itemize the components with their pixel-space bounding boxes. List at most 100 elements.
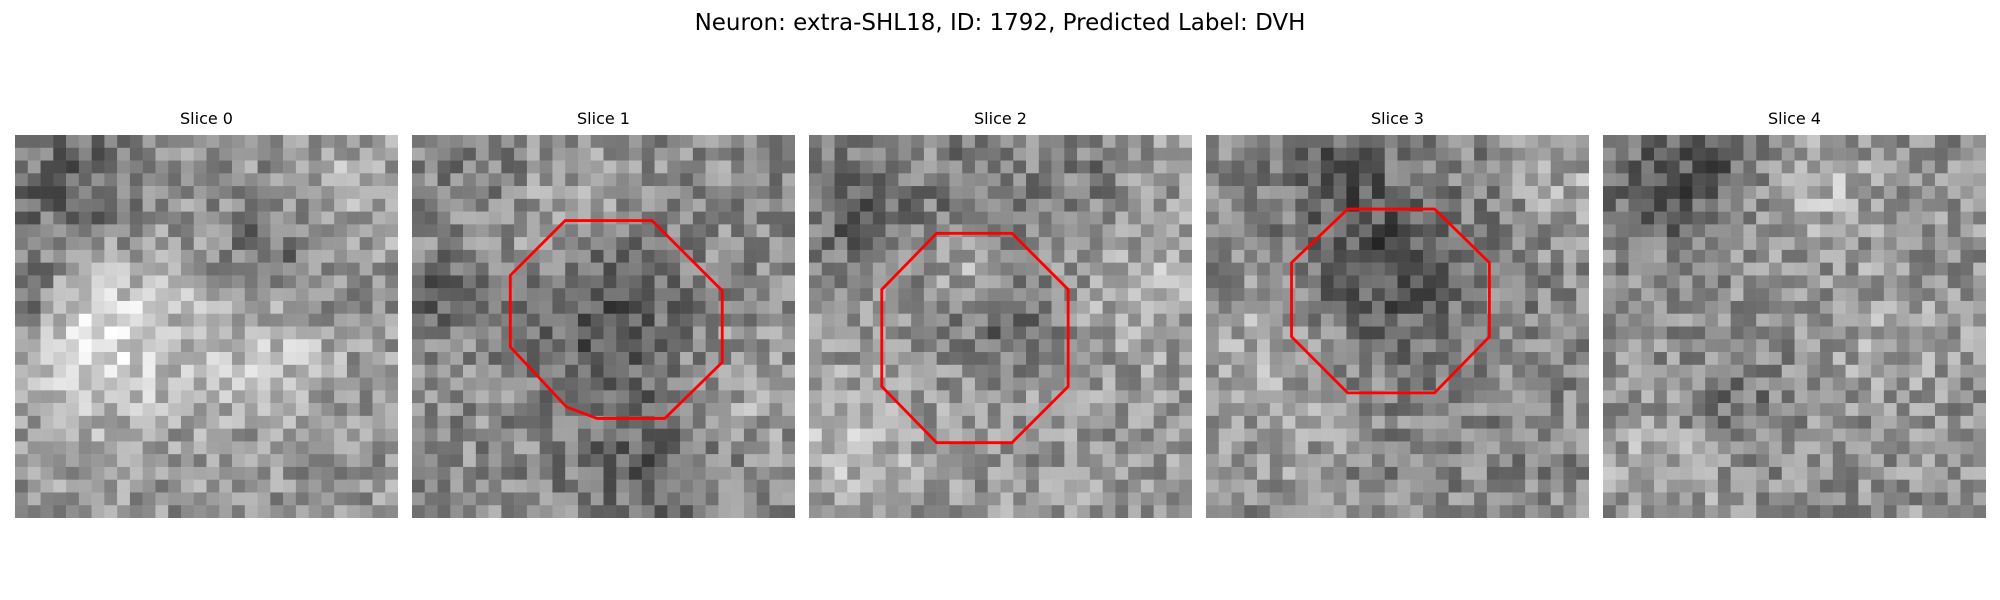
image-pixel <box>860 288 874 302</box>
image-pixel <box>1512 479 1526 493</box>
image-pixel <box>1282 428 1296 442</box>
image-pixel <box>769 352 783 366</box>
image-pixel <box>1000 364 1014 378</box>
image-pixel <box>1845 466 1859 480</box>
image-pixel <box>1000 428 1014 442</box>
image-pixel <box>756 198 770 212</box>
image-pixel <box>1000 415 1014 429</box>
image-pixel <box>641 505 655 518</box>
image-pixel <box>821 237 835 251</box>
image-pixel <box>1102 186 1116 200</box>
image-pixel <box>1883 288 1897 302</box>
image-pixel <box>270 211 284 225</box>
image-pixel <box>692 326 706 340</box>
image-pixel <box>1781 352 1795 366</box>
image-pixel <box>1384 415 1398 429</box>
image-pixel <box>1628 262 1642 276</box>
image-pixel <box>1064 160 1078 174</box>
image-pixel <box>53 262 67 276</box>
image-pixel <box>514 173 528 187</box>
image-pixel <box>552 454 566 468</box>
image-pixel <box>78 198 92 212</box>
image-pixel <box>104 249 118 263</box>
image-pixel <box>27 390 41 404</box>
image-pixel <box>180 352 194 366</box>
image-pixel <box>654 454 668 468</box>
image-pixel <box>1410 403 1424 417</box>
image-pixel <box>680 198 694 212</box>
image-pixel <box>1257 160 1271 174</box>
image-pixel <box>1947 466 1961 480</box>
image-pixel <box>501 224 515 238</box>
image-pixel <box>1064 364 1078 378</box>
image-pixel <box>501 326 515 340</box>
image-pixel <box>1166 492 1180 506</box>
image-pixel <box>1410 505 1424 518</box>
image-pixel <box>718 186 732 200</box>
image-pixel <box>1666 466 1680 480</box>
image-pixel <box>424 415 438 429</box>
image-pixel <box>437 313 451 327</box>
image-pixel <box>590 466 604 480</box>
image-pixel <box>155 186 169 200</box>
image-pixel <box>488 364 502 378</box>
image-pixel <box>577 135 591 149</box>
image-pixel <box>180 262 194 276</box>
image-pixel <box>193 135 207 149</box>
image-pixel <box>1435 262 1449 276</box>
image-pixel <box>552 211 566 225</box>
image-pixel <box>1038 313 1052 327</box>
image-pixel <box>1705 262 1719 276</box>
image-pixel <box>1102 352 1116 366</box>
image-pixel <box>590 390 604 404</box>
image-pixel <box>1179 313 1192 327</box>
image-pixel <box>1743 466 1757 480</box>
image-pixel <box>1051 198 1065 212</box>
image-pixel <box>463 288 477 302</box>
image-pixel <box>539 173 553 187</box>
image-pixel <box>1410 147 1424 161</box>
image-pixel <box>1743 160 1757 174</box>
image-pixel <box>321 339 335 353</box>
image-pixel <box>1077 313 1091 327</box>
image-pixel <box>731 262 745 276</box>
image-pixel <box>27 326 41 340</box>
image-pixel <box>680 160 694 174</box>
image-pixel <box>1282 441 1296 455</box>
pixel-grid <box>1603 135 1986 518</box>
image-pixel <box>1730 147 1744 161</box>
image-pixel <box>1269 173 1283 187</box>
image-pixel <box>463 198 477 212</box>
image-pixel <box>974 186 988 200</box>
image-pixel <box>1461 186 1475 200</box>
image-pixel <box>1628 173 1642 187</box>
image-pixel <box>1705 147 1719 161</box>
image-pixel <box>1845 173 1859 187</box>
image-pixel <box>1883 186 1897 200</box>
image-pixel <box>117 441 131 455</box>
image-pixel <box>1654 198 1668 212</box>
image-pixel <box>1000 300 1014 314</box>
image-pixel <box>1384 454 1398 468</box>
image-pixel <box>463 262 477 276</box>
image-pixel <box>680 492 694 506</box>
image-pixel <box>283 198 297 212</box>
image-pixel <box>1794 390 1808 404</box>
image-pixel <box>1525 249 1539 263</box>
image-pixel <box>1756 466 1770 480</box>
image-pixel <box>27 249 41 263</box>
image-pixel <box>1679 211 1693 225</box>
image-pixel <box>1218 249 1232 263</box>
image-pixel <box>295 339 309 353</box>
image-pixel <box>654 160 668 174</box>
image-pixel <box>1474 173 1488 187</box>
image-pixel <box>1666 249 1680 263</box>
image-pixel <box>372 147 386 161</box>
image-pixel <box>756 403 770 417</box>
image-pixel <box>1550 186 1564 200</box>
image-pixel <box>385 326 398 340</box>
image-pixel <box>1947 505 1961 518</box>
image-pixel <box>1435 390 1449 404</box>
image-pixel <box>1525 237 1539 251</box>
image-pixel <box>1077 135 1091 149</box>
